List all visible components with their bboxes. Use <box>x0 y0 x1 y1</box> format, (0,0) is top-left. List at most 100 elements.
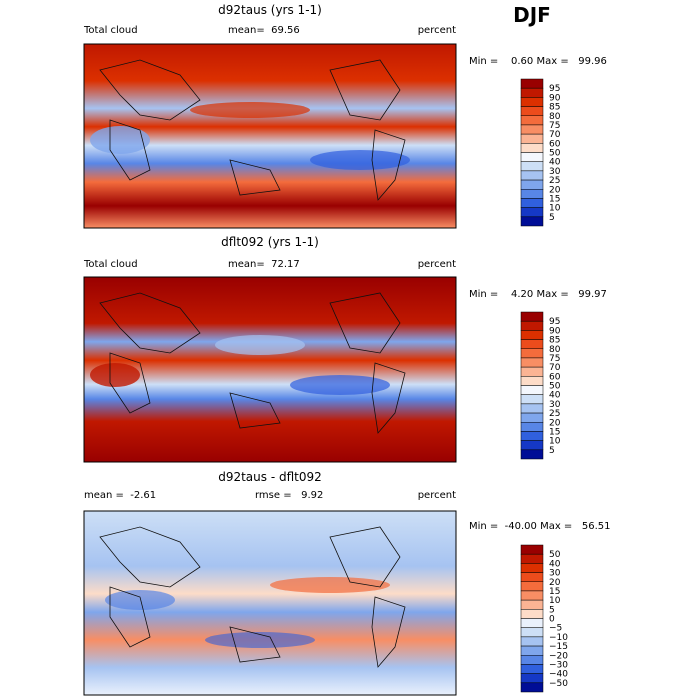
units-label: percent <box>418 490 456 501</box>
colorbar-box <box>520 366 544 377</box>
colorbar-box <box>520 97 544 107</box>
colorbar-label: 30 <box>549 569 561 579</box>
colorbar-label: 90 <box>549 93 561 103</box>
colorbar-label: 70 <box>549 363 561 373</box>
colorbar-box <box>520 431 544 441</box>
panel-title: dflt092 (yrs 1-1) <box>221 235 319 249</box>
colorbar-label: 40 <box>549 391 561 401</box>
colorbar-box <box>520 412 544 423</box>
colorbar-box <box>520 330 544 340</box>
min-max: Min = 0.60 Max = 99.96 <box>469 56 607 67</box>
left-label: mean = -2.61 <box>84 490 156 501</box>
colorbar-box <box>520 645 544 656</box>
colorbar-label: 75 <box>549 354 560 364</box>
colorbar-box <box>520 179 544 190</box>
map-3 <box>83 510 457 696</box>
colorbar-label: 60 <box>549 372 561 382</box>
colorbar-box <box>520 590 544 601</box>
colorbar-box <box>520 572 544 582</box>
colorbar-box <box>520 422 544 432</box>
colorbar-box <box>520 311 544 322</box>
colorbar-label: −50 <box>549 679 568 689</box>
colorbar-box <box>520 124 544 135</box>
season-label: DJF <box>513 3 551 27</box>
colorbar-box <box>520 115 544 126</box>
colorbar-label: 15 <box>549 587 560 597</box>
colorbar-box <box>520 348 544 359</box>
colorbar-label: 10 <box>549 204 561 214</box>
colorbar-box <box>520 544 544 555</box>
colorbar-box <box>520 673 544 684</box>
colorbar-box <box>520 664 544 674</box>
colorbar-label: 40 <box>549 158 561 168</box>
map-1 <box>83 43 457 229</box>
colorbar-label: 80 <box>549 112 561 122</box>
colorbar-label: 85 <box>549 336 560 346</box>
colorbar-label: 5 <box>549 213 555 223</box>
min-max: Min = 4.20 Max = 99.97 <box>469 289 607 300</box>
colorbar-box <box>520 339 544 349</box>
colorbar-box <box>520 170 544 181</box>
center-label: rmse = 9.92 <box>255 490 323 501</box>
colorbar-label: 10 <box>549 596 561 606</box>
colorbar-box <box>520 403 544 414</box>
colorbar-label: 20 <box>549 418 561 428</box>
map-2 <box>83 276 457 463</box>
colorbar-label: 0 <box>549 615 555 625</box>
colorbar-label: 95 <box>549 84 560 94</box>
colorbar-label: −30 <box>549 660 568 670</box>
colorbar-label: 30 <box>549 167 561 177</box>
colorbar-label: −40 <box>549 670 568 680</box>
colorbar-label: −5 <box>549 624 562 634</box>
colorbar-box <box>520 394 544 405</box>
colorbar-box <box>520 385 544 395</box>
colorbar-label: −15 <box>549 642 568 652</box>
colorbar-box <box>520 553 544 564</box>
center-label: mean= 72.17 <box>228 259 300 270</box>
units-label: percent <box>418 259 456 270</box>
colorbar-label: 95 <box>549 317 560 327</box>
colorbar-box <box>520 198 544 208</box>
left-label: Total cloud <box>83 259 138 270</box>
colorbar-box <box>520 609 544 619</box>
units-label: percent <box>418 25 456 36</box>
colorbar-box <box>520 627 544 638</box>
colorbar-box <box>520 357 544 368</box>
left-label: Total cloud <box>83 25 138 36</box>
colorbar-label: 25 <box>549 176 560 186</box>
center-label: mean= 69.56 <box>228 25 300 36</box>
colorbar-box <box>520 449 544 460</box>
colorbar-box <box>520 440 544 451</box>
colorbar-label: 15 <box>549 194 560 204</box>
colorbar-box <box>520 599 544 610</box>
panel-title: d92taus (yrs 1-1) <box>218 3 322 17</box>
colorbar-label: 15 <box>549 427 560 437</box>
colorbar-box <box>520 87 544 98</box>
colorbar-label: 80 <box>549 345 561 355</box>
coastlines <box>99 59 406 668</box>
colorbar-box <box>520 581 544 592</box>
colorbar-box <box>520 106 544 116</box>
colorbar-label: 10 <box>549 437 561 447</box>
colorbar-box <box>520 216 544 227</box>
colorbar-label: 40 <box>549 559 561 569</box>
colorbar-box <box>520 161 544 172</box>
colorbar-box <box>520 618 544 628</box>
panel-title: d92taus - dflt092 <box>218 470 322 484</box>
colorbar-box <box>520 152 544 162</box>
colorbar-box <box>520 655 544 665</box>
colorbar-label: 20 <box>549 578 561 588</box>
colorbar-label: 30 <box>549 400 561 410</box>
colorbar-box <box>520 636 544 647</box>
colorbar-box <box>520 682 544 693</box>
colorbar-label: 75 <box>549 121 560 131</box>
colorbar-box <box>520 207 544 218</box>
colorbar-label: 50 <box>549 550 561 560</box>
colorbar-label: 5 <box>549 446 555 456</box>
colorbar-label: 50 <box>549 149 561 159</box>
colorbar-box <box>520 133 544 144</box>
colorbar-label: −10 <box>549 633 568 643</box>
colorbar-box <box>520 376 544 386</box>
colorbar-box <box>520 320 544 331</box>
